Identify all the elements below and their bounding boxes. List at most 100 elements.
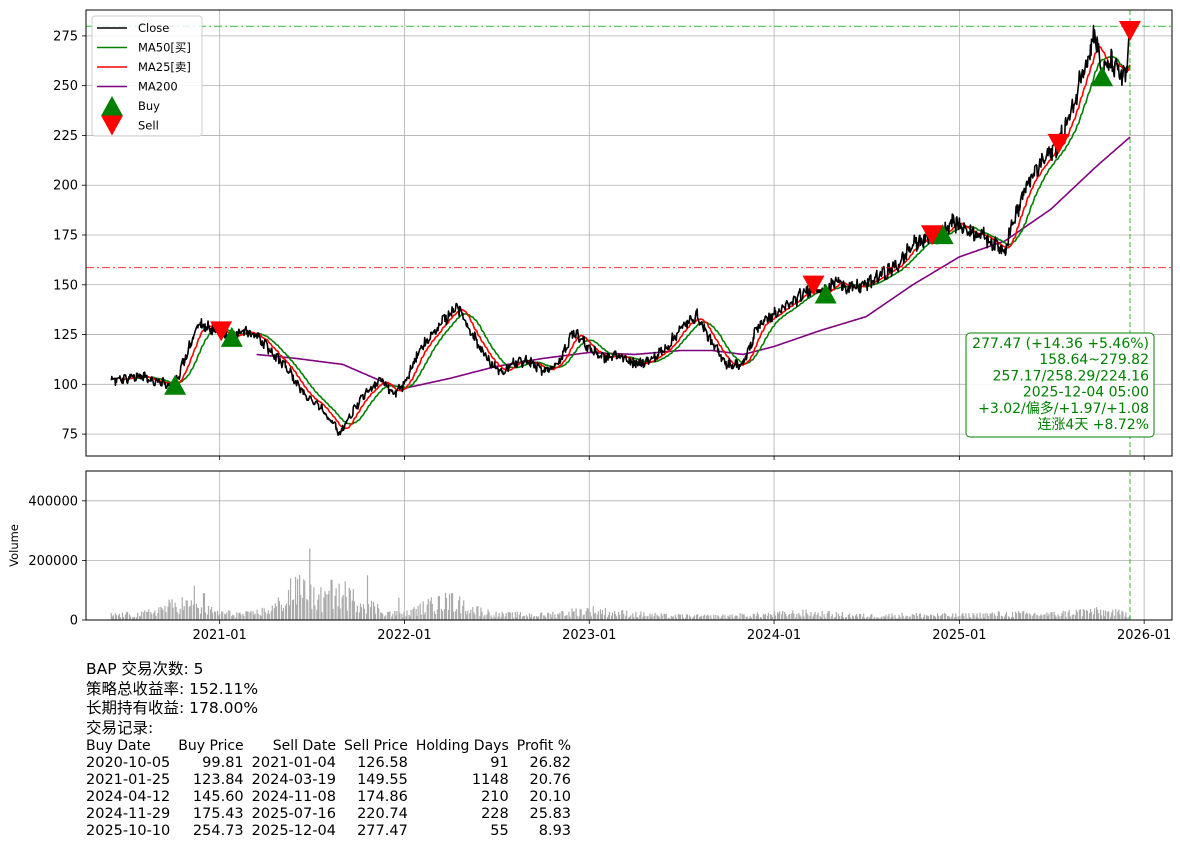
table-row: 2024-11-29 175.43 2025-07-16 220.74 228 25.83 xyxy=(86,806,575,823)
volume-bar xyxy=(760,617,762,620)
volume-bar xyxy=(989,613,991,620)
volume-bar xyxy=(264,612,266,620)
volume-bar xyxy=(365,613,368,620)
volume-bar xyxy=(599,609,601,620)
table-cell: 2021-01-04 xyxy=(251,755,336,771)
volume-bar xyxy=(533,616,536,620)
volume-bar xyxy=(324,591,326,620)
info-box-line: 257.17/258.29/224.16 xyxy=(993,368,1149,384)
volume-bar xyxy=(646,616,648,620)
volume-bar xyxy=(1119,614,1121,620)
volume-bar xyxy=(859,613,861,620)
volume-bar xyxy=(207,606,210,620)
volume-bar xyxy=(378,608,380,620)
volume-bar xyxy=(664,614,666,620)
volume-bar xyxy=(1083,610,1086,620)
volume-bar xyxy=(372,601,375,620)
volume-bar xyxy=(984,613,986,620)
volume-bar xyxy=(358,612,360,620)
x-tick-label: 2022-01 xyxy=(377,628,431,643)
legend: Close MA50[买] MA25[卖] MA200 Buy Sell xyxy=(91,15,203,137)
volume-bar xyxy=(483,616,485,620)
volume-bar xyxy=(345,596,347,620)
volume-bar xyxy=(1071,615,1073,620)
volume-bar xyxy=(975,616,977,620)
volume-bar xyxy=(952,613,954,620)
volume-bar xyxy=(656,614,658,620)
volume-bar xyxy=(182,609,184,620)
volume-bar xyxy=(188,606,190,620)
volume-bar xyxy=(902,616,904,620)
volume-bar xyxy=(114,613,116,620)
volume-bar xyxy=(792,610,794,620)
volume-bar xyxy=(1010,617,1013,620)
volume-bar xyxy=(226,612,228,620)
volume-bar xyxy=(834,616,836,620)
volume-bar xyxy=(1050,612,1052,620)
volume-bar xyxy=(1081,616,1083,620)
volume-bar xyxy=(512,617,514,620)
volume-bar xyxy=(395,615,397,620)
volume-bar xyxy=(980,617,982,620)
volume-bar xyxy=(1019,612,1021,620)
volume-bar xyxy=(502,613,504,620)
volume-bar xyxy=(1086,610,1089,620)
volume-bar xyxy=(922,617,925,620)
volume-bar xyxy=(629,616,631,620)
volume-panel: 0 200000 400000 Volume xyxy=(7,470,1173,629)
volume-bar xyxy=(498,613,500,620)
volume-bar xyxy=(919,613,921,620)
volume-bar xyxy=(713,614,715,620)
table-cell: 2024-03-19 xyxy=(251,772,336,788)
volume-bar xyxy=(704,614,706,620)
volume-bar xyxy=(778,613,780,620)
volume-bar xyxy=(385,615,387,620)
volume-bar xyxy=(1075,609,1077,620)
table-cell: 8.93 xyxy=(538,823,572,839)
volume-bar xyxy=(1115,609,1117,620)
volume-bar xyxy=(862,616,864,620)
volume-bar xyxy=(660,613,662,620)
volume-bar xyxy=(437,596,439,620)
volume-bar xyxy=(141,611,143,620)
volume-bar xyxy=(367,604,370,620)
volume-bar xyxy=(420,614,422,620)
volume-bar xyxy=(571,608,573,620)
volume-bar xyxy=(260,615,262,620)
price-tick-label: 225 xyxy=(53,129,78,144)
sell-marker xyxy=(210,321,233,342)
volume-bar xyxy=(144,610,146,620)
volume-bar xyxy=(339,608,341,620)
volume-bar xyxy=(168,599,170,620)
volume-bar xyxy=(178,613,180,620)
volume-bar xyxy=(998,611,1000,620)
volume-bar xyxy=(782,610,784,620)
volume-bar xyxy=(926,615,929,620)
volume-bar xyxy=(982,613,984,620)
volume-bar xyxy=(897,618,899,620)
volume-bar xyxy=(824,617,826,620)
volume-bar xyxy=(259,614,261,620)
volume-bar xyxy=(573,611,575,620)
volume-bar xyxy=(1037,615,1039,620)
volume-bar xyxy=(860,614,862,620)
volume-bar xyxy=(1004,614,1007,620)
volume-bar xyxy=(956,616,958,620)
volume-bar xyxy=(1111,612,1113,620)
volume-bar xyxy=(1088,613,1091,620)
volume-bar xyxy=(356,605,358,620)
volume-bar xyxy=(369,607,372,620)
volume-bar xyxy=(548,613,550,620)
volume-bar xyxy=(912,614,914,620)
volume-bar xyxy=(257,613,259,620)
volume-bar xyxy=(932,615,935,620)
info-box-line: 277.47 (+14.36 +5.46%) xyxy=(972,336,1149,352)
volume-bar xyxy=(558,615,560,620)
trade-table-header: Buy Date Buy Price Sell Date Sell Price Hold… xyxy=(86,738,575,755)
volume-bar xyxy=(1089,609,1092,620)
volume-bar xyxy=(1105,610,1107,620)
table-cell: 2024-11-29 xyxy=(86,806,171,822)
volume-bar xyxy=(626,610,628,620)
volume-bar xyxy=(727,615,729,620)
table-cell: 26.82 xyxy=(529,755,572,771)
